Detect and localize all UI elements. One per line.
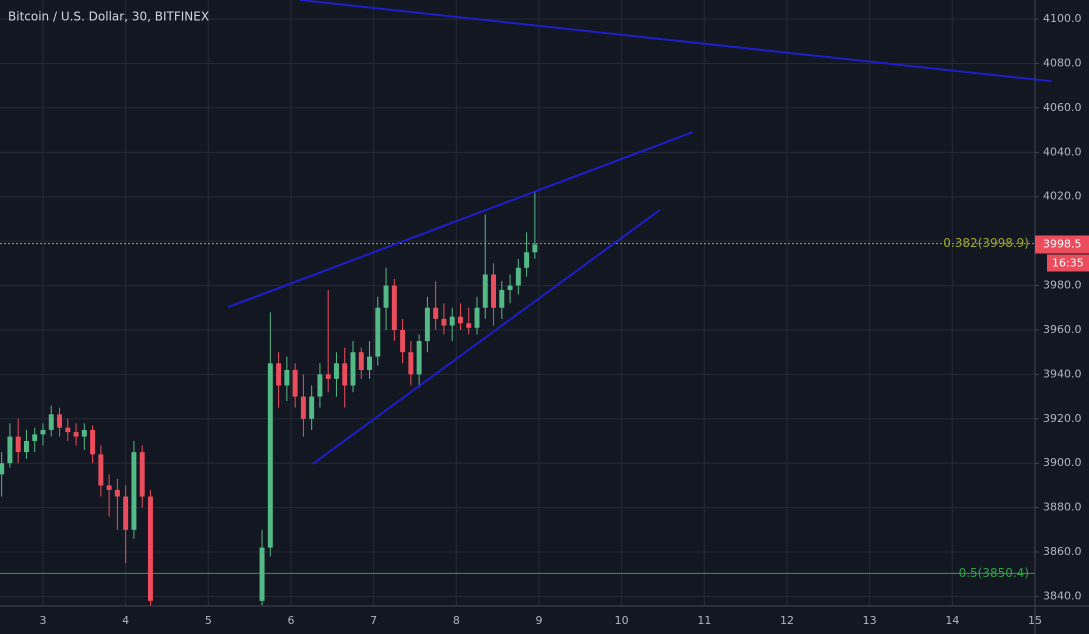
candle-body <box>416 341 422 375</box>
candle-body <box>90 429 96 455</box>
candle-body <box>0 463 5 475</box>
candle-body <box>433 307 439 319</box>
candle-body <box>391 285 397 330</box>
last-price-label: 3998.5 <box>1043 237 1082 250</box>
y-tick-label: 4040.0 <box>1043 145 1082 158</box>
candle-body <box>123 496 129 530</box>
candle-body <box>15 436 21 453</box>
x-tick-label: 7 <box>370 614 377 627</box>
candle-body <box>524 252 530 268</box>
candle-body <box>466 323 472 328</box>
countdown-badge <box>1047 254 1089 272</box>
x-tick-label: 4 <box>122 614 129 627</box>
candle-body <box>23 441 29 453</box>
candle-body <box>259 547 265 601</box>
candle-body <box>342 363 348 386</box>
candle-body <box>358 352 364 370</box>
candle-body <box>375 307 381 357</box>
candle-body <box>457 316 463 324</box>
candle-body <box>98 454 104 486</box>
candle-body <box>114 489 120 497</box>
x-tick-label: 11 <box>697 614 711 627</box>
candle-body <box>350 352 356 386</box>
y-tick-label: 4020.0 <box>1043 190 1082 203</box>
x-tick-label: 8 <box>453 614 460 627</box>
countdown-label: 16:35 <box>1052 256 1084 269</box>
x-tick-label: 14 <box>945 614 959 627</box>
x-tick-label: 6 <box>287 614 294 627</box>
candle-body <box>333 363 339 379</box>
candle-body <box>32 434 38 442</box>
y-tick-label: 3860.0 <box>1043 545 1082 558</box>
candle-body <box>482 274 488 308</box>
x-tick-label: 13 <box>863 614 877 627</box>
candle-body <box>441 318 447 326</box>
candle-body <box>317 374 323 397</box>
candle-body <box>532 244 538 253</box>
x-tick-label: 5 <box>205 614 212 627</box>
y-tick-label: 3900.0 <box>1043 456 1082 469</box>
y-tick-label: 4100.0 <box>1043 12 1082 25</box>
candle-body <box>48 414 54 430</box>
candle-body <box>73 432 79 437</box>
candle-body <box>276 363 282 386</box>
candle-body <box>325 374 331 379</box>
candle-body <box>81 429 87 437</box>
candle-body <box>40 429 46 435</box>
last-price-badge <box>1035 235 1089 254</box>
y-tick-label: 4060.0 <box>1043 101 1082 114</box>
candle-body <box>400 329 406 353</box>
candle-body <box>309 396 315 419</box>
y-tick-label: 3920.0 <box>1043 412 1082 425</box>
x-tick-label: 12 <box>780 614 794 627</box>
candle-body <box>515 267 521 286</box>
candle-body <box>284 369 290 386</box>
candle-body <box>499 290 505 308</box>
x-tick-label: 3 <box>39 614 46 627</box>
x-tick-label: 15 <box>1028 614 1042 627</box>
x-tick-label: 10 <box>615 614 629 627</box>
fib-level-label: 0.5(3850.4) <box>959 566 1029 580</box>
y-tick-label: 3960.0 <box>1043 323 1082 336</box>
candle-body <box>65 427 71 433</box>
candle-body <box>267 363 273 548</box>
y-tick-label: 3880.0 <box>1043 501 1082 514</box>
x-tick-label: 9 <box>535 614 542 627</box>
candle-body <box>300 396 306 419</box>
trend-line <box>227 131 694 309</box>
candle-body <box>131 452 137 530</box>
y-tick-label: 3940.0 <box>1043 367 1082 380</box>
y-tick-label: 3980.0 <box>1043 279 1082 292</box>
y-tick-label: 3840.0 <box>1043 589 1082 602</box>
candle-body <box>449 316 455 326</box>
candle-body <box>424 307 430 342</box>
candle-body <box>383 285 389 308</box>
trend-line <box>299 0 1052 83</box>
candle-body <box>292 369 298 397</box>
candle-body <box>57 414 63 428</box>
chart-title: Bitcoin / U.S. Dollar, 30, BITFINEX <box>8 10 209 24</box>
candle-body <box>491 274 497 308</box>
candle-body <box>106 485 112 490</box>
candle-body <box>367 356 373 370</box>
candle-body <box>7 436 13 464</box>
candle-body <box>408 352 414 375</box>
candle-body <box>139 452 145 497</box>
candle-body <box>507 285 513 291</box>
candle-body <box>474 307 480 328</box>
trend-line <box>311 209 661 465</box>
candle-body <box>147 496 153 601</box>
y-tick-label: 4080.0 <box>1043 57 1082 70</box>
fib-level-label: 0.382(3998.9) <box>943 236 1029 250</box>
